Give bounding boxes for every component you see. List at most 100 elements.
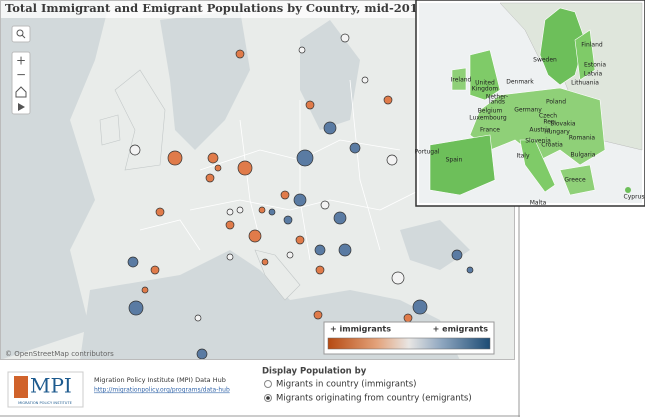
attribution: © OpenStreetMap contributors <box>5 350 114 358</box>
country-label: Sweden <box>533 57 557 64</box>
bubble[interactable] <box>305 100 315 110</box>
source-name: Migration Policy Institute (MPI) Data Hu… <box>94 376 226 384</box>
source-url[interactable]: http://migrationpolicy.org/programs/data… <box>94 387 230 394</box>
country-label: Slovakia <box>550 121 576 128</box>
country-label: Czech <box>539 113 557 120</box>
country-label: Estonia <box>584 62 606 69</box>
color-scale <box>327 337 491 350</box>
bubble[interactable] <box>237 160 253 176</box>
inset-map: Finland Sweden Estonia Latvia Lithuania Denma… <box>415 0 645 207</box>
bubble[interactable] <box>207 152 219 164</box>
country-label: Lithuania <box>571 80 599 87</box>
country-label: Denmark <box>506 79 534 86</box>
legend-right-label: + emigrants <box>433 325 489 334</box>
bubble[interactable] <box>403 313 413 323</box>
bubble[interactable] <box>205 173 215 183</box>
bubble[interactable] <box>412 299 428 315</box>
bubble[interactable] <box>280 190 290 200</box>
bubble[interactable] <box>466 266 474 274</box>
eu-land <box>429 134 496 196</box>
bubble[interactable] <box>391 271 405 285</box>
bubble[interactable] <box>127 256 139 268</box>
bubble[interactable] <box>128 300 144 316</box>
country-label: lands <box>489 99 505 106</box>
footer <box>0 360 520 418</box>
bubble[interactable] <box>248 229 262 243</box>
country-label: Malta <box>530 200 547 207</box>
bubble[interactable] <box>236 206 244 214</box>
country-label: Cyprus <box>624 194 645 201</box>
country-label: Slovenia <box>525 138 551 145</box>
search-icon <box>21 34 26 39</box>
bubble[interactable] <box>333 211 347 225</box>
radio-dot <box>266 396 270 400</box>
bubble[interactable] <box>296 149 314 167</box>
bubble[interactable] <box>155 207 165 217</box>
country-label: Poland <box>546 99 566 106</box>
bubble[interactable] <box>129 144 141 156</box>
bubble[interactable] <box>315 265 325 275</box>
bubble[interactable] <box>451 249 463 261</box>
logo-text: MPI <box>30 374 72 398</box>
logo-subtext: MIGRATION POLICY INSTITUTE <box>18 401 73 405</box>
bubble[interactable] <box>225 220 235 230</box>
eu-land <box>519 139 556 193</box>
bubble[interactable] <box>150 265 160 275</box>
country-label: Spain <box>446 157 463 164</box>
country-label: Ireland <box>451 77 472 84</box>
bubble[interactable] <box>320 200 330 210</box>
country-label: Kingdom <box>472 86 499 93</box>
bubble[interactable] <box>167 150 183 166</box>
radio-label[interactable]: Migrants originating from country (emigr… <box>276 394 472 404</box>
bubble[interactable] <box>268 208 276 216</box>
bubble[interactable] <box>261 258 269 266</box>
bubble[interactable] <box>196 348 208 360</box>
country-label: France <box>480 127 500 134</box>
bubble[interactable] <box>214 164 222 172</box>
bubble[interactable] <box>386 154 398 166</box>
country-label: Finland <box>581 42 603 49</box>
zoom-panel <box>11 51 31 115</box>
country-label: United <box>475 80 495 87</box>
bubble[interactable] <box>141 286 149 294</box>
eu-land <box>574 29 596 81</box>
land <box>114 69 166 171</box>
radio-label[interactable]: Migrants in country (immigrants) <box>276 380 416 390</box>
country-label: Bulgaria <box>571 152 596 159</box>
eu-land <box>469 87 606 166</box>
bubble[interactable] <box>361 76 369 84</box>
country-label: Italy <box>516 153 529 160</box>
bubble[interactable] <box>340 33 350 43</box>
legend-left-label: + immigrants <box>330 325 391 334</box>
bubble[interactable] <box>226 253 234 261</box>
bubble[interactable] <box>349 142 361 154</box>
bubble[interactable] <box>194 314 202 322</box>
land <box>99 114 121 146</box>
country-label: Hungary <box>544 129 570 136</box>
country-label: Latvia <box>584 71 603 78</box>
bubble[interactable] <box>298 46 306 54</box>
bubble[interactable] <box>226 208 234 216</box>
search-button[interactable] <box>11 25 31 43</box>
bubble[interactable] <box>314 244 326 256</box>
bubble[interactable] <box>313 310 323 320</box>
zoom-in[interactable]: + <box>16 54 26 68</box>
country-label: Romania <box>569 135 596 142</box>
bubble[interactable] <box>295 235 305 245</box>
bubble[interactable] <box>286 251 294 259</box>
zoom-out[interactable]: − <box>16 68 26 82</box>
bubble[interactable] <box>293 193 307 207</box>
eu-land <box>469 49 501 101</box>
country-label: Luxembourg <box>469 115 507 122</box>
home-button[interactable] <box>15 86 27 98</box>
radio-button[interactable] <box>264 380 272 388</box>
play-button[interactable] <box>18 103 25 111</box>
bubble[interactable] <box>283 215 293 225</box>
bubble[interactable] <box>383 95 393 105</box>
bubble[interactable] <box>235 49 245 59</box>
bubble[interactable] <box>258 206 266 214</box>
bubble[interactable] <box>338 243 352 257</box>
country-label: Austria <box>529 127 551 134</box>
bubble[interactable] <box>323 121 337 135</box>
